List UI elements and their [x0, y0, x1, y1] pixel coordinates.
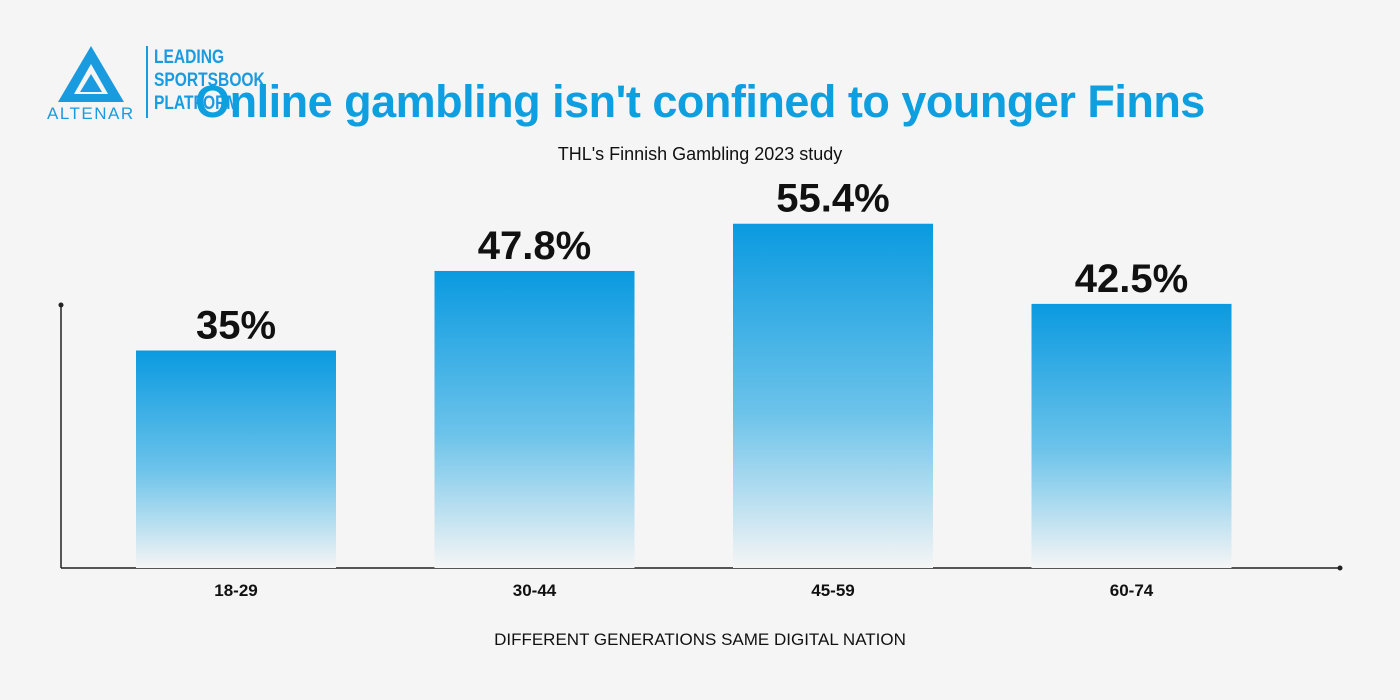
tick-label-18-29: 18-29: [214, 581, 257, 600]
value-label-30-44: 47.8%: [478, 224, 591, 268]
tick-label-30-44: 30-44: [513, 581, 557, 600]
tick-label-60-74: 60-74: [1110, 581, 1154, 600]
tick-label-45-59: 45-59: [811, 581, 854, 600]
bar-45-59: [733, 223, 933, 568]
altenar-triangle-icon: [58, 46, 124, 102]
altenar-logo: ALTENAR LEADING SPORTSBOOK PLATFORM: [42, 44, 265, 124]
logo-tagline: LEADING SPORTSBOOK PLATFORM: [154, 47, 265, 114]
logo-word: ALTENAR: [47, 104, 135, 123]
x-axis-end-dot: [1337, 565, 1343, 571]
value-label-60-74: 42.5%: [1075, 257, 1188, 301]
value-label-45-59: 55.4%: [776, 177, 889, 221]
bar-18-29: [136, 350, 336, 568]
bar-30-44: [434, 270, 635, 568]
value-label-18-29: 35%: [196, 304, 276, 348]
y-axis-end-dot: [58, 302, 64, 308]
bar-60-74: [1031, 303, 1232, 568]
chart-subtitle: THL's Finnish Gambling 2023 study: [557, 144, 843, 164]
chart-title: Online gambling isn't confined to younge…: [195, 76, 1205, 127]
x-axis-label: DIFFERENT GENERATIONS SAME DIGITAL NATIO…: [494, 630, 906, 649]
logo-divider: [146, 46, 148, 118]
